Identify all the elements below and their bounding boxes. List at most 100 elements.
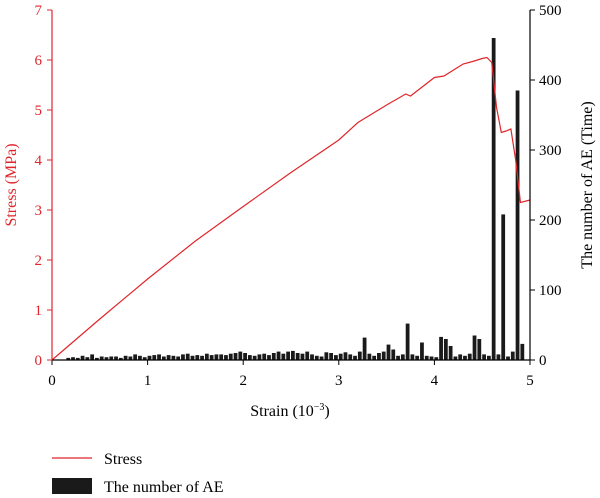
right-y-tick-label: 400 (539, 73, 562, 89)
ae-bar (377, 353, 381, 360)
right-y-tick-label: 200 (539, 213, 562, 229)
right-y-tick-label: 300 (539, 143, 562, 159)
ae-bar (271, 353, 276, 360)
ae-bar (506, 356, 510, 360)
ae-bar (181, 354, 185, 360)
ae-bar (166, 355, 171, 360)
x-axis-title: Strain (10−3) (250, 402, 330, 420)
ae-bar (334, 355, 338, 360)
ae-bar (291, 350, 295, 360)
ae-bar (147, 355, 152, 360)
left-y-ticks: 0 1 2 3 4 5 6 7 (35, 3, 52, 369)
ae-bar (118, 357, 123, 360)
ae-bar (496, 354, 501, 360)
left-y-tick-label: 2 (35, 253, 43, 269)
ae-bar (99, 356, 104, 360)
ae-bar (128, 356, 133, 360)
ae-bar (152, 355, 157, 360)
ae-bar (243, 353, 247, 360)
ae-bar (90, 354, 95, 360)
ae-bar (314, 355, 319, 360)
x-tick-label: 1 (144, 373, 152, 389)
ae-bar (501, 214, 506, 360)
ae-bar (171, 355, 176, 360)
ae-bar (396, 355, 400, 360)
ae-bar (424, 355, 429, 360)
ae-bar (477, 339, 482, 360)
ae-bar (276, 351, 281, 360)
ae-bar (310, 354, 314, 360)
ae-bar (467, 353, 472, 360)
ae-bar (252, 355, 257, 360)
left-y-tick-label: 5 (35, 103, 43, 119)
ae-bar (348, 354, 353, 360)
ae-bar (520, 343, 525, 360)
left-y-tick-label: 6 (35, 53, 43, 69)
ae-bar (95, 357, 99, 360)
ae-bar (372, 355, 377, 360)
x-tick-label: 0 (48, 373, 56, 389)
right-y-axis-title: The number of AE (Time) (579, 101, 596, 268)
ae-bar (491, 38, 496, 360)
ae-bar (486, 355, 491, 360)
ae-bar (233, 353, 238, 360)
ae-bar (482, 354, 486, 360)
axes: 0 1 2 3 4 5 0 1 2 3 4 5 6 7 0 100 200 300 400 500 (35, 3, 562, 389)
ae-bar (200, 355, 204, 360)
ae-bar (267, 355, 271, 360)
ae-bar (429, 356, 434, 360)
ae-bar (439, 336, 443, 360)
ae-bar (410, 354, 415, 360)
ae-bar (458, 354, 463, 360)
left-y-tick-label: 4 (35, 153, 43, 169)
left-y-tick-label: 1 (35, 303, 43, 319)
ae-bar (138, 355, 142, 360)
ae-bar (400, 354, 405, 360)
ae-bar (420, 342, 424, 360)
ae-bar (453, 356, 458, 360)
ae-bar (353, 355, 357, 360)
ae-bar (71, 357, 75, 360)
ae-bar (219, 354, 224, 360)
ae-bars (66, 38, 525, 360)
ae-bar (338, 353, 343, 360)
ae-bar (142, 357, 147, 360)
ae-bar (391, 349, 396, 360)
ae-bar (161, 356, 166, 360)
ae-bar (415, 355, 420, 360)
ae-bar (324, 352, 329, 360)
x-tick-label: 4 (431, 373, 439, 389)
right-y-tick-label: 100 (539, 283, 562, 299)
ae-bar (238, 351, 243, 360)
ae-bar (386, 344, 391, 360)
x-ticks: 0 1 2 3 4 5 (48, 360, 534, 389)
ae-bar (185, 353, 190, 360)
ae-bar (443, 339, 448, 360)
x-tick-label: 2 (239, 373, 247, 389)
ae-bar (228, 353, 233, 360)
ae-bar (381, 351, 386, 360)
stress-line (51, 56, 531, 361)
ae-bar (80, 355, 85, 360)
ae-bar (195, 355, 200, 360)
ae-bar (190, 355, 195, 360)
ae-bar (176, 356, 181, 360)
ae-bar (319, 356, 324, 360)
ae-bar (510, 351, 515, 360)
left-y-tick-label: 7 (35, 3, 43, 19)
legend-ae-swatch (52, 478, 92, 494)
ae-bar (214, 354, 219, 360)
left-y-tick-label: 0 (35, 353, 43, 369)
ae-bar (286, 351, 290, 360)
ae-bar (75, 357, 80, 360)
ae-bar (362, 337, 367, 360)
ae-bar (329, 353, 334, 360)
ae-bar (157, 354, 161, 360)
right-y-tick-label: 0 (539, 353, 547, 369)
ae-bar (281, 353, 286, 360)
ae-bar (209, 355, 214, 360)
right-y-ticks: 0 100 200 300 400 500 (530, 3, 562, 369)
ae-bar (85, 357, 90, 360)
ae-bar (262, 353, 267, 360)
ae-bar (224, 355, 228, 360)
